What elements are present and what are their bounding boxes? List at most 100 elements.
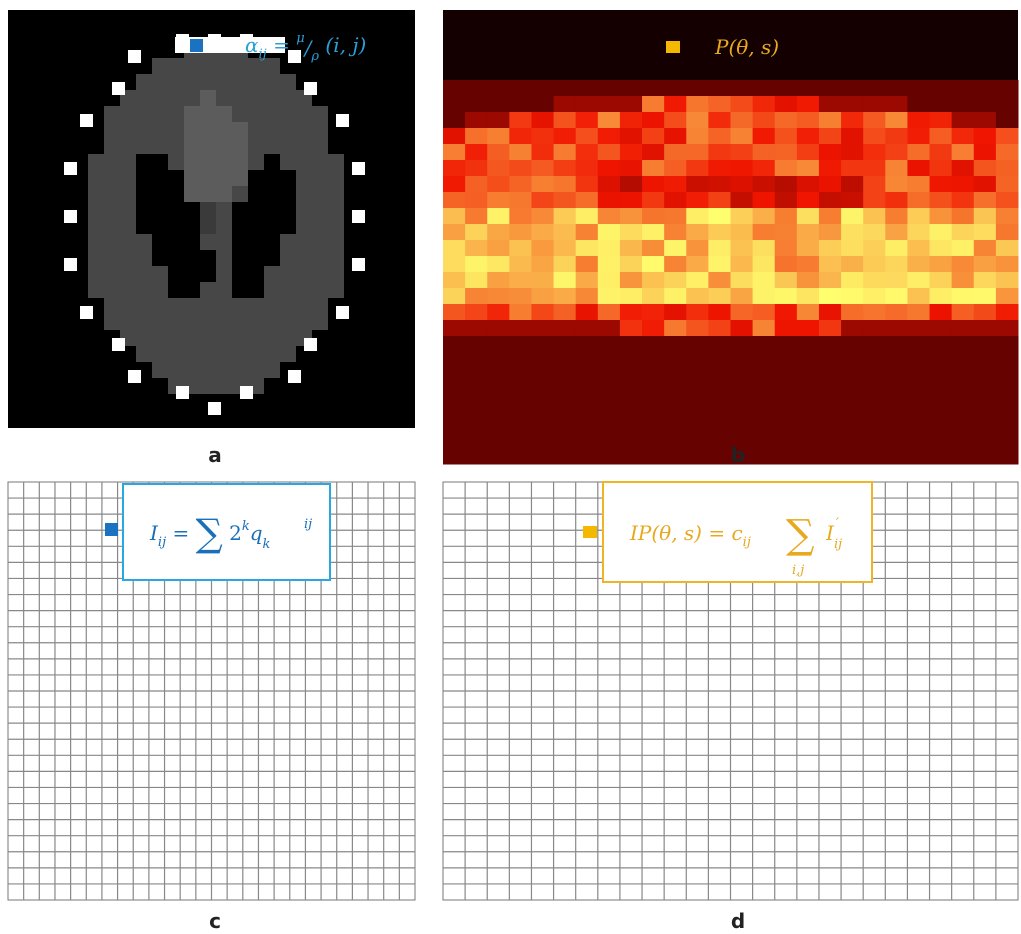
phantom-pixel [248,362,264,378]
phantom-pixel [88,282,104,298]
heat-cell [509,384,532,401]
heat-cell [664,432,687,449]
heat-cell [598,224,621,241]
heat-cell [531,368,554,385]
phantom-pixel [248,74,264,90]
heat-cell [731,256,754,273]
phantom-pixel [248,186,264,202]
heat-cell [775,208,798,225]
heat-cell [554,384,577,401]
phantom-pixel [184,234,200,250]
heat-cell [576,432,599,449]
heat-cell [885,144,908,161]
phantom-pixel [232,282,248,298]
heat-cell [731,400,754,417]
phantom-pixel [328,234,344,250]
phantom-pixel [168,234,184,250]
heat-cell [598,80,621,97]
heat-cell [708,288,731,305]
heat-cell [598,96,621,113]
heat-cell [753,368,776,385]
phantom-pixel [248,154,264,170]
heat-cell [819,80,842,97]
phantom-pixel [184,218,200,234]
phantom-rim-pixel [128,50,141,63]
heat-cell [974,416,997,433]
phantom-pixel [248,106,264,122]
heat-cell [930,416,953,433]
heat-cell [974,224,997,241]
phantom-pixel [248,122,264,138]
heat-cell [907,112,930,129]
heat-cell [686,80,709,97]
phantom-rim-pixel [304,82,317,95]
heat-cell [775,256,798,273]
heat-cell [465,160,488,177]
heat-cell [996,256,1019,273]
phantom-pixel [264,282,280,298]
heat-cell [487,160,510,177]
heat-cell [885,352,908,369]
phantom-pixel [232,74,248,90]
phantom-pixel [232,314,248,330]
phantom-pixel [120,154,136,170]
phantom-pixel [312,266,328,282]
heat-cell [576,144,599,161]
heat-cell [443,400,466,417]
heat-cell [930,304,953,321]
heat-cell [753,96,776,113]
heat-cell [686,176,709,193]
heat-cell [664,416,687,433]
phantom-pixel [216,282,232,298]
phantom-pixel [152,138,168,154]
heat-cell [642,208,665,225]
phantom-pixel [264,74,280,90]
heat-cell [996,208,1019,225]
heat-cell [487,368,510,385]
phantom-pixel [328,282,344,298]
heat-cell [576,80,599,97]
heat-cell [708,368,731,385]
heat-cell [797,288,820,305]
heat-cell [885,160,908,177]
heat-cell [841,144,864,161]
heat-cell [753,160,776,177]
formula-part: ρ [310,49,319,64]
heat-cell [885,272,908,289]
formula-part: ∑ [786,512,815,558]
heat-cell [598,368,621,385]
heat-cell [885,112,908,129]
phantom-pixel [232,122,248,138]
phantom-pixel [136,218,152,234]
heat-cell [974,384,997,401]
heat-cell [686,368,709,385]
phantom-pixel [168,106,184,122]
heat-cell [775,432,798,449]
heat-cell [576,336,599,353]
heat-cell [952,176,975,193]
heat-cell [531,192,554,209]
heat-cell [443,80,466,97]
phantom-pixel [216,106,232,122]
heat-cell [598,112,621,129]
heat-cell [841,304,864,321]
heat-cell [907,272,930,289]
heat-cell [509,128,532,145]
heat-cell [443,384,466,401]
heat-cell [554,96,577,113]
heat-cell [487,400,510,417]
heat-cell [819,288,842,305]
heat-cell [642,288,665,305]
phantom-pixel [136,186,152,202]
heat-cell [443,352,466,369]
heat-cell [576,400,599,417]
heat-cell [487,448,510,465]
heat-cell [996,272,1019,289]
heat-cell [930,288,953,305]
heat-cell [531,240,554,257]
heat-cell [907,80,930,97]
phantom-pixel [216,58,232,74]
heat-cell [620,320,643,337]
legend-marker [666,41,680,53]
heat-cell [841,192,864,209]
